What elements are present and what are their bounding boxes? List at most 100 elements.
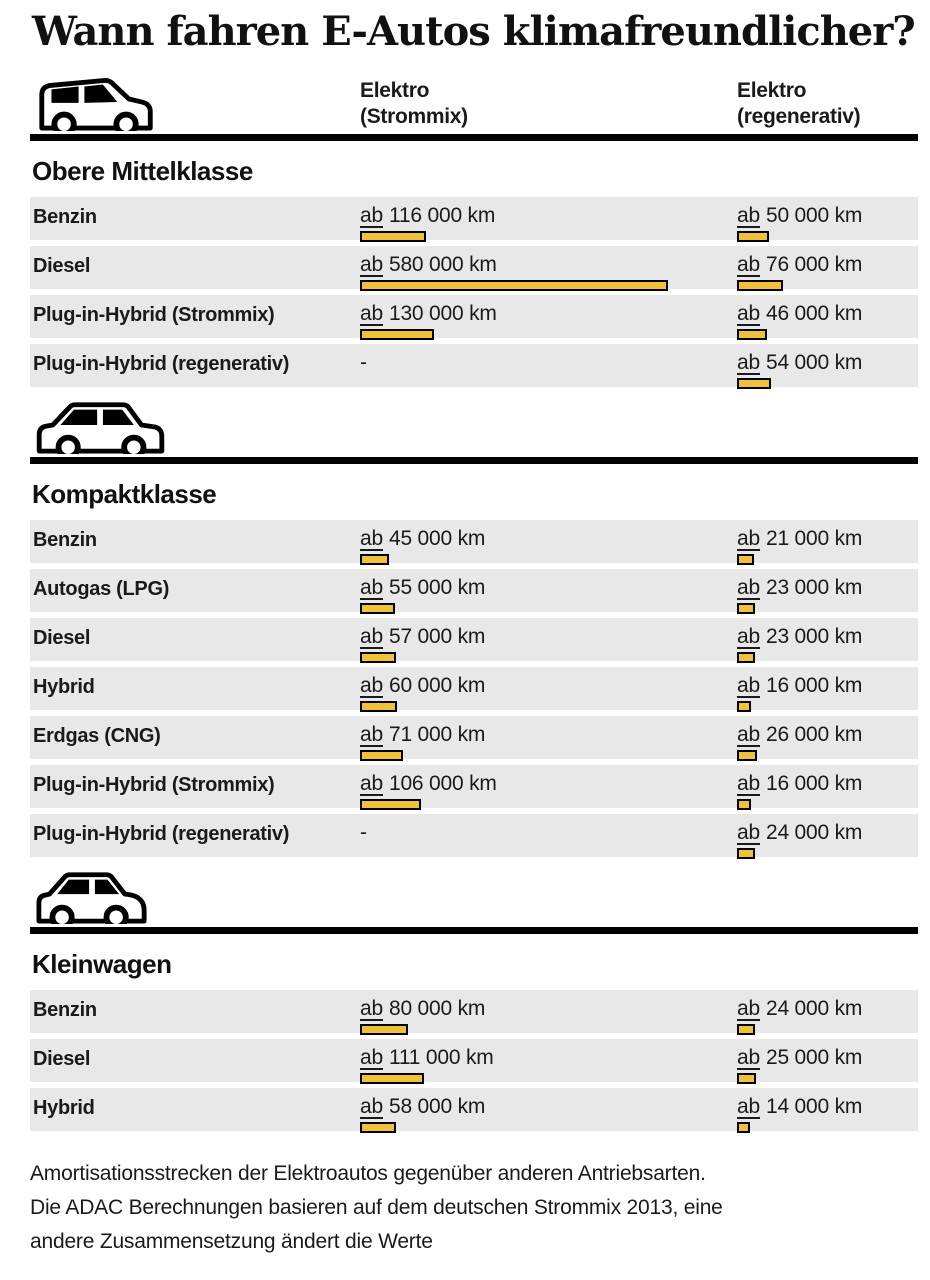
section-rows: Benzin ab 80 000 km ab 24 000 km Diesel ab… — [30, 990, 918, 1133]
ab-prefix: ab — [737, 997, 760, 1021]
value-text: ab 24 000 km — [737, 821, 863, 845]
row-label: Hybrid — [33, 676, 95, 698]
ab-prefix: ab — [737, 204, 760, 228]
value-text: ab 25 000 km — [737, 1046, 863, 1070]
value-text: ab 111 000 km — [360, 1046, 494, 1070]
amortization-bar — [737, 603, 755, 614]
value-text: ab 54 000 km — [737, 351, 863, 375]
value-cell-strommix: - — [360, 344, 737, 389]
row-label: Benzin — [33, 999, 97, 1021]
value-cell-strommix: ab 58 000 km — [360, 1088, 737, 1133]
value-text: ab 580 000 km — [360, 253, 497, 277]
table-row: Plug-in-Hybrid (Strommix) ab 130 000 km a… — [30, 295, 918, 340]
footer-line: andere Zusammensetzung ändert die Werte — [30, 1230, 433, 1253]
row-label: Diesel — [33, 255, 91, 277]
value-cell-regenerativ: ab 24 000 km — [737, 990, 918, 1035]
ab-prefix: ab — [737, 351, 760, 375]
row-label: Plug-in-Hybrid (Strommix) — [33, 774, 275, 796]
value-text: ab 55 000 km — [360, 576, 486, 600]
ab-prefix: ab — [737, 576, 760, 600]
value-text: ab 60 000 km — [360, 674, 486, 698]
amortization-bar — [737, 554, 754, 565]
amortization-bar — [737, 652, 755, 663]
amortization-bar — [360, 329, 434, 340]
section-divider — [30, 134, 918, 141]
ab-prefix: ab — [737, 674, 760, 698]
value-cell-strommix: ab 45 000 km — [360, 520, 737, 565]
value-cell-regenerativ: ab 25 000 km — [737, 1039, 918, 1084]
value-cell-strommix: ab 130 000 km — [360, 295, 737, 340]
value-text: - — [360, 351, 367, 374]
ab-prefix: ab — [737, 302, 760, 326]
vehicle-class-section: Obere Mittelklasse Benzin ab 116 000 km a… — [30, 156, 918, 389]
ab-prefix: ab — [737, 821, 760, 845]
small-car-icon — [33, 868, 151, 930]
ab-prefix: ab — [360, 772, 383, 796]
table-row: Diesel ab 580 000 km ab 76 000 km — [30, 246, 918, 291]
table-row: Benzin ab 80 000 km ab 24 000 km — [30, 990, 918, 1035]
value-text: ab 26 000 km — [737, 723, 863, 747]
column-header-regenerativ: Elektro (regenerativ) — [737, 79, 861, 128]
ab-prefix: ab — [360, 253, 383, 277]
value-cell-strommix: - — [360, 814, 737, 859]
amortization-bar — [360, 231, 426, 242]
value-cell-strommix: ab 55 000 km — [360, 569, 737, 614]
value-cell-regenerativ: ab 54 000 km — [737, 344, 918, 389]
row-label: Plug-in-Hybrid (regenerativ) — [33, 353, 290, 375]
ab-prefix: ab — [360, 527, 383, 551]
section-rows: Benzin ab 45 000 km ab 21 000 km Autogas (… — [30, 520, 918, 859]
table-row: Erdgas (CNG) ab 71 000 km ab 26 000 km — [30, 716, 918, 761]
section-rows: Benzin ab 116 000 km ab 50 000 km Diesel a… — [30, 197, 918, 389]
value-text: ab 46 000 km — [737, 302, 863, 326]
amortization-bar — [737, 1073, 756, 1084]
ab-prefix: ab — [360, 302, 383, 326]
row-label: Benzin — [33, 206, 97, 228]
ab-prefix: ab — [360, 204, 383, 228]
amortization-bar — [360, 1073, 424, 1084]
ab-prefix: ab — [737, 772, 760, 796]
value-text: ab 116 000 km — [360, 204, 496, 228]
page-title: Wann fahren E-Autos klimafreundlicher? — [32, 8, 916, 55]
value-cell-regenerativ: ab 50 000 km — [737, 197, 918, 242]
ab-prefix: ab — [360, 1095, 383, 1119]
value-cell-regenerativ: ab 23 000 km — [737, 618, 918, 663]
amortization-bar — [737, 1122, 750, 1133]
value-cell-strommix: ab 57 000 km — [360, 618, 737, 663]
ab-prefix: ab — [737, 1095, 760, 1119]
ab-prefix: ab — [360, 625, 383, 649]
section-divider — [30, 457, 918, 464]
value-cell-regenerativ: ab 24 000 km — [737, 814, 918, 859]
value-text: ab 14 000 km — [737, 1095, 863, 1119]
value-cell-strommix: ab 106 000 km — [360, 765, 737, 810]
section-icon-row — [30, 868, 918, 930]
section-icon-block — [30, 399, 918, 464]
table-row: Diesel ab 111 000 km ab 25 000 km — [30, 1039, 918, 1084]
amortization-bar — [737, 378, 771, 389]
table-row: Hybrid ab 60 000 km ab 16 000 km — [30, 667, 918, 712]
section-icon-row — [30, 398, 918, 460]
row-label: Benzin — [33, 529, 97, 551]
amortization-bar — [360, 1024, 408, 1035]
footer-note: Amortisationsstrecken der Elektroautos g… — [30, 1157, 918, 1259]
section-divider — [30, 927, 918, 934]
row-label: Hybrid — [33, 1097, 95, 1119]
value-text: ab 57 000 km — [360, 625, 486, 649]
ab-prefix: ab — [360, 674, 383, 698]
value-text: ab 106 000 km — [360, 772, 497, 796]
table-row: Plug-in-Hybrid (regenerativ) - ab 54 000 … — [30, 344, 918, 389]
value-cell-regenerativ: ab 21 000 km — [737, 520, 918, 565]
station-wagon-icon — [33, 69, 161, 137]
sedan-car-icon — [33, 398, 169, 460]
ab-prefix: ab — [737, 527, 760, 551]
ab-prefix: ab — [360, 576, 383, 600]
amortization-bar — [737, 701, 751, 712]
vehicle-class-section: Kleinwagen Benzin ab 80 000 km ab 24 000 k… — [30, 868, 918, 1133]
amortization-bar — [737, 848, 755, 859]
section-heading: Obere Mittelklasse — [32, 156, 253, 186]
row-label: Erdgas (CNG) — [33, 725, 161, 747]
amortization-bar — [737, 799, 751, 810]
ab-prefix: ab — [360, 1046, 383, 1070]
ab-prefix: ab — [360, 997, 383, 1021]
row-label: Diesel — [33, 627, 91, 649]
